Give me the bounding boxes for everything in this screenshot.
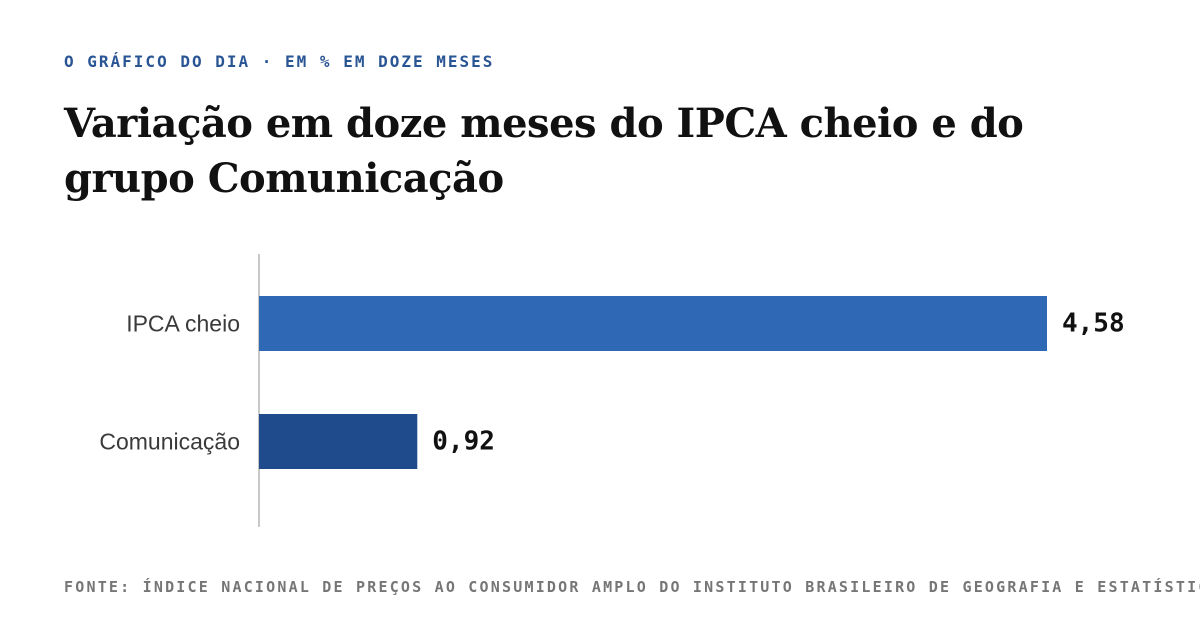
chart-kicker: O GRÁFICO DO DIA · EM % EM DOZE MESES bbox=[64, 52, 495, 71]
chart-title: Variação em doze meses do IPCA cheio e d… bbox=[64, 100, 1024, 202]
value-label-0: 4,58 bbox=[1062, 309, 1125, 339]
value-label-1: 0,92 bbox=[432, 427, 495, 457]
bar-chart: IPCA cheio 4,58 Comunicação 0,92 bbox=[99, 254, 1125, 527]
category-label-0: IPCA cheio bbox=[126, 311, 240, 337]
bar-1 bbox=[259, 414, 418, 469]
bar-0 bbox=[259, 296, 1047, 351]
source-note: FONTE: ÍNDICE NACIONAL DE PREÇOS AO CONS… bbox=[64, 578, 1200, 596]
category-label-1: Comunicação bbox=[99, 429, 240, 455]
